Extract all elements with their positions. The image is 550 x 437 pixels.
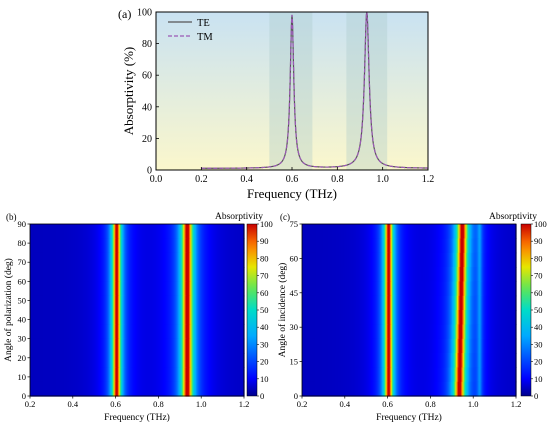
x-tick-label: 0.2 [25,399,36,409]
colorbar-b [247,224,257,396]
legend-label-te: TE [197,18,210,29]
x-tick-label: 0.8 [331,174,344,185]
colorbar-tick-label: 0 [260,391,264,401]
y-tick-label: 40 [18,315,27,325]
colorbar-tick-label: 90 [260,236,269,246]
colorbar-tick-label: 40 [260,322,269,332]
x-tick-label: 1.0 [376,174,389,185]
colorbar-tick-label: 50 [260,305,269,315]
y-axis-ticks-b: 0 10 20 30 40 50 60 70 80 90 [18,219,31,401]
colorbar-tick-label: 60 [260,288,269,298]
y-tick-label: 20 [18,353,27,363]
panel-label-b: (b) [6,212,17,222]
y-tick-label: 60 [142,71,152,82]
x-tick-label: 0.4 [67,399,78,409]
x-axis-ticks-b: 0.2 0.4 0.6 0.8 1.0 1.2 [25,396,250,409]
colorbar-tick-label: 30 [260,339,269,349]
y-axis-label-a: Absorptivity (%) [121,47,136,135]
y-tick-label: 80 [18,238,27,248]
x-tick-label: 0.2 [195,174,208,185]
x-tick-label: 0.6 [286,174,299,185]
y-tick-label: 20 [142,134,152,145]
colorbar-tick-label: 10 [260,374,269,384]
x-tick-label: 0.4 [240,174,253,185]
heatmap-b [30,224,245,397]
y-tick-label: 80 [142,39,152,50]
y-tick-label: 40 [142,102,152,113]
colorbar-tick-label: 70 [260,271,269,281]
colorbar-title-b: Absorptivity [215,212,263,222]
colorbar-tick-label: 20 [260,357,269,367]
x-tick-label: 1.0 [196,399,207,409]
x-tick-label: 0.6 [110,399,121,409]
y-tick-label: 0 [147,166,152,177]
y-tick-label: 10 [18,372,27,382]
x-tick-label: 1.2 [422,174,435,185]
panel-label-a: (a) [118,7,131,21]
y-tick-label: 60 [18,276,27,286]
y-tick-label: 0 [22,391,26,401]
y-axis-label-b: Angle of polarization (deg) [3,258,14,362]
panel-b: 0.2 0.4 0.6 0.8 1.0 1.2 0 10 20 30 40 50 60 70 80 90 0… [3,212,273,423]
y-tick-label: 30 [18,334,27,344]
y-tick-label: 70 [18,257,27,267]
y-tick-label: 90 [18,219,27,229]
y-tick-label: 50 [18,295,27,305]
x-axis-label-b: Frequency (THz) [104,412,170,423]
x-axis-label-a: Frequency (THz) [247,186,337,201]
heatmap-c [302,224,517,397]
legend-label-tm: TM [197,32,213,43]
y-tick-label: 100 [137,8,152,19]
shaded-band-2 [346,12,387,170]
colorbar-tick-label: 80 [260,253,269,263]
x-tick-label: 1.2 [239,399,250,409]
x-tick-label: 0.8 [153,399,164,409]
